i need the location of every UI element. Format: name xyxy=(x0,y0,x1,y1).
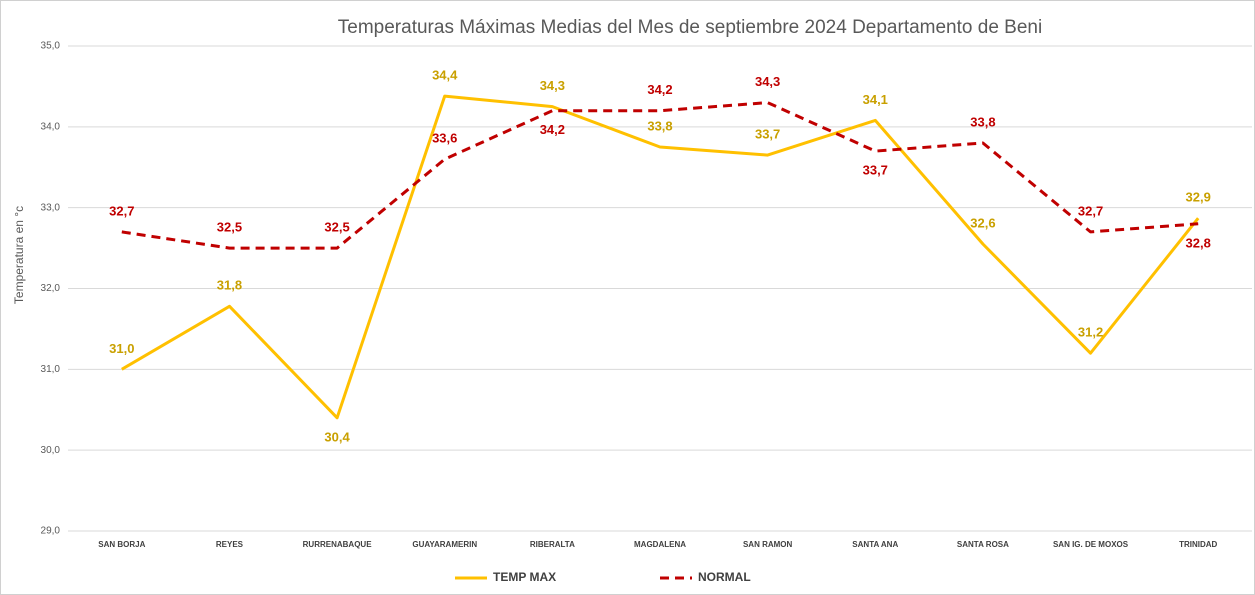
data-label: 34,2 xyxy=(540,122,565,137)
data-label: 32,7 xyxy=(109,203,134,218)
x-tick-label: REYES xyxy=(216,540,244,549)
line-series xyxy=(121,101,1199,250)
x-tick-label: SANTA ROSA xyxy=(957,540,1009,549)
x-tick-label: SANTA ANA xyxy=(852,540,898,549)
data-label: 33,8 xyxy=(647,118,672,133)
y-tick-label: 31,0 xyxy=(41,364,61,375)
data-label: 32,6 xyxy=(970,215,995,230)
x-tick-label: SAN BORJA xyxy=(98,540,145,549)
line-series xyxy=(121,94,1200,420)
data-label: 32,8 xyxy=(1186,235,1211,250)
data-label: 31,2 xyxy=(1078,325,1103,340)
legend-label: TEMP MAX xyxy=(493,570,556,584)
y-tick-label: 34,0 xyxy=(41,121,61,132)
data-label: 32,9 xyxy=(1186,190,1211,205)
y-tick-label: 33,0 xyxy=(41,202,61,213)
data-label: 32,5 xyxy=(324,220,349,235)
x-tick-label: TRINIDAD xyxy=(1179,540,1217,549)
data-label: 34,3 xyxy=(540,78,565,93)
x-tick-label: SAN IG. DE MOXOS xyxy=(1053,540,1129,549)
x-tick-label: RURRENABAQUE xyxy=(303,540,373,549)
data-label: 33,7 xyxy=(755,127,780,142)
x-tick-label: GUAYARAMERIN xyxy=(412,540,477,549)
data-label: 32,5 xyxy=(217,220,242,235)
data-label: 33,6 xyxy=(432,131,457,146)
data-label: 30,4 xyxy=(324,429,350,444)
data-label: 34,4 xyxy=(432,68,458,83)
x-tick-label: SAN RAMON xyxy=(743,540,793,549)
legend-label: NORMAL xyxy=(698,570,751,584)
y-axis-label: Temperatura en °c xyxy=(12,206,26,304)
y-tick-label: 32,0 xyxy=(41,283,61,294)
y-tick-label: 29,0 xyxy=(41,526,61,537)
y-tick-label: 35,0 xyxy=(41,41,61,52)
data-label: 33,7 xyxy=(863,163,888,178)
data-label: 34,3 xyxy=(755,74,780,89)
x-tick-label: MAGDALENA xyxy=(634,540,686,549)
data-label: 34,1 xyxy=(863,92,888,107)
data-label: 31,0 xyxy=(109,341,134,356)
x-tick-label: RIBERALTA xyxy=(530,540,575,549)
data-label: 34,2 xyxy=(647,82,672,97)
data-label: 31,8 xyxy=(217,278,242,293)
data-label: 33,8 xyxy=(970,114,995,129)
y-tick-label: 30,0 xyxy=(41,445,61,456)
chart-title: Temperaturas Máximas Medias del Mes de s… xyxy=(338,17,1042,38)
data-label: 32,7 xyxy=(1078,203,1103,218)
